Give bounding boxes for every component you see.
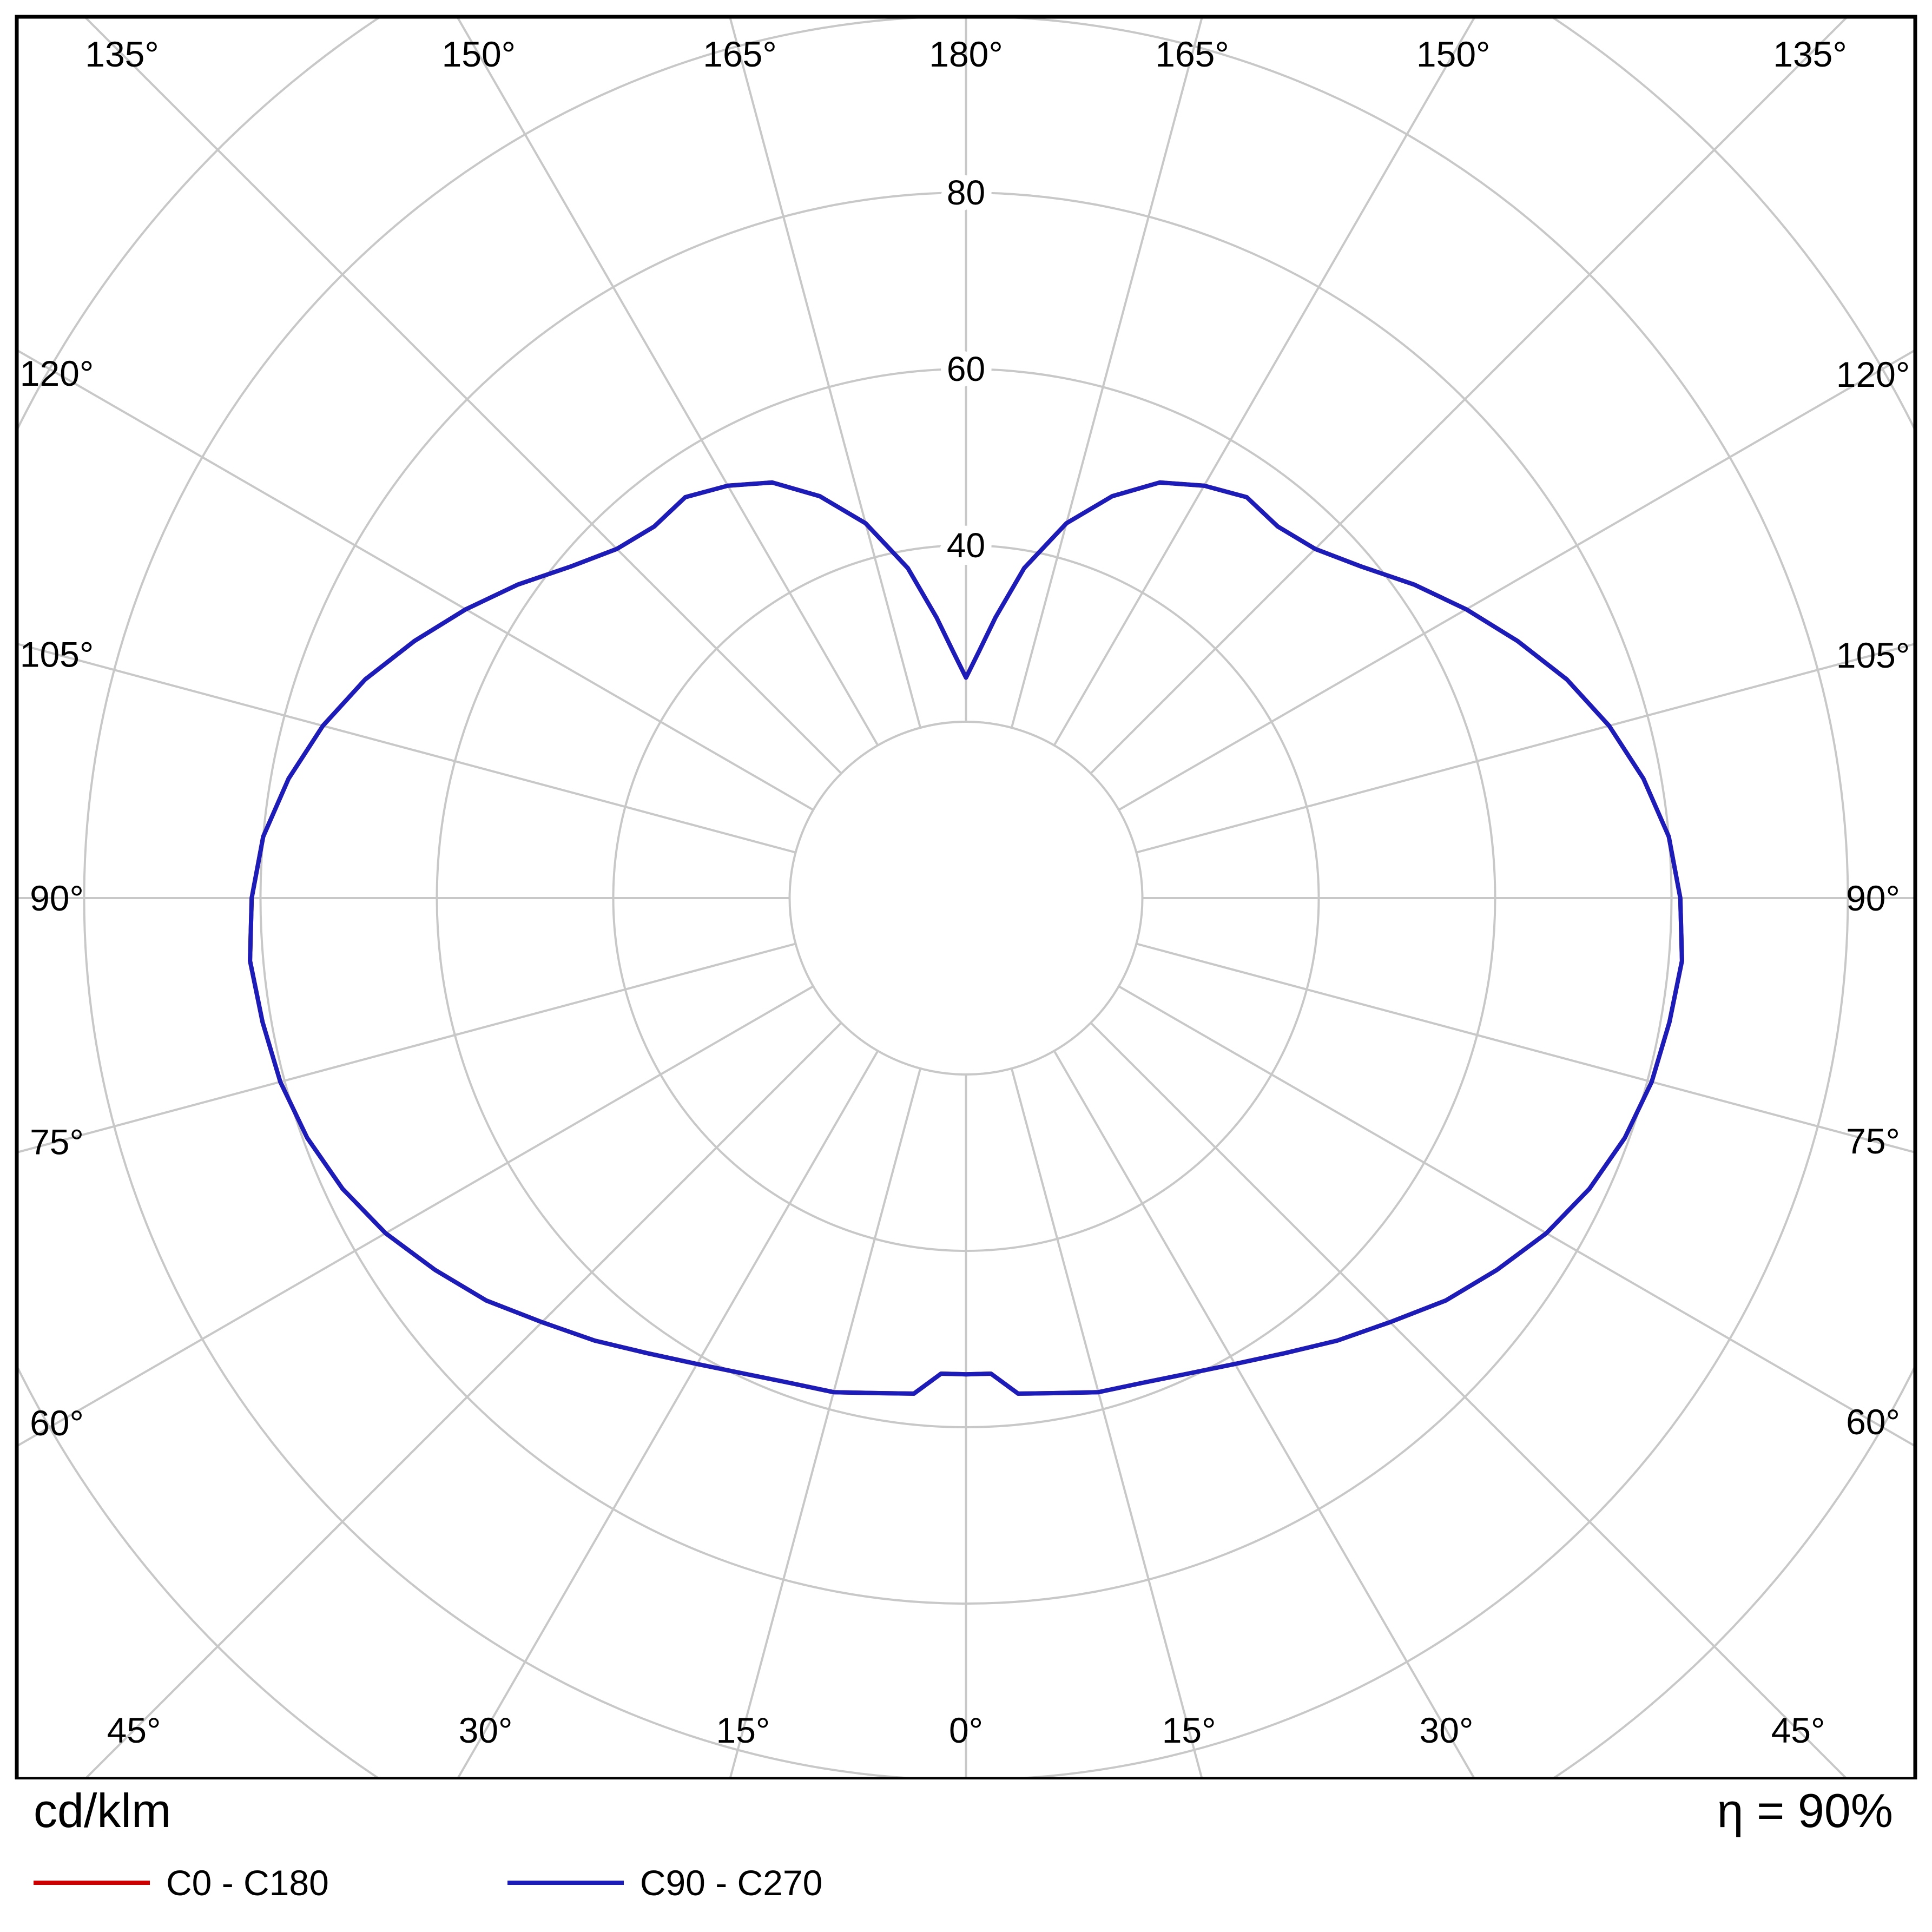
angle-label: 150° [1416,34,1491,74]
angle-label: 90° [1846,878,1900,918]
legend-swatch-c0-c180 [34,1881,150,1885]
polar-grid-spoke [1136,642,1915,854]
angle-label: 60° [1846,1402,1900,1442]
radial-tick-label: 60 [947,350,985,388]
polar-grid-spoke [1118,985,1915,1448]
radial-tick-label: 80 [947,173,985,212]
angle-label: 165° [1155,34,1229,74]
polar-grid-spoke [456,17,879,746]
polar-grid-spoke [729,1068,922,1779]
chart-footer: cd/klm η = 90% C0 - C180 C90 - C270 [0,1779,1932,1932]
polar-grid-spoke [1118,348,1915,811]
polar-grid-spoke [1090,1022,1849,1779]
legend-label-c90-c270: C90 - C270 [639,1863,823,1903]
polar-grid-spoke [1053,17,1476,746]
angle-label: 105° [1836,635,1910,675]
curve-c90-c270 [248,480,1684,1396]
polar-grid-spoke [1090,17,1849,774]
legend-swatch-c90-c270 [507,1881,624,1885]
polar-grid-spoke [1010,1068,1203,1779]
angle-label: 135° [1773,34,1847,74]
angle-label: 105° [20,635,94,675]
angle-label: 180° [929,34,1003,74]
polar-grid-circle [788,721,1144,1076]
polar-grid-spoke [17,642,796,854]
efficiency-label: η = 90% [1717,1784,1893,1837]
angle-label: 120° [20,353,94,393]
polar-grid-spoke [83,17,842,774]
polar-grid-spoke [83,1022,842,1779]
polar-grid-spoke [17,985,814,1448]
angle-label: 45° [1771,1710,1825,1750]
polar-grid-spoke [728,17,922,728]
polar-grid-spoke [1053,1050,1476,1779]
angle-label: 15° [1162,1710,1216,1750]
angle-label: 45° [107,1710,161,1750]
legend: C0 - C180 C90 - C270 [34,1865,1001,1901]
angle-label: 75° [1846,1121,1900,1161]
polar-grid-spoke [1136,942,1915,1154]
angle-label: 90° [30,878,84,918]
polar-grid-spoke [1010,17,1204,728]
angle-label: 165° [703,34,777,74]
radial-tick-label: 40 [947,526,985,565]
angle-label: 30° [459,1710,513,1750]
units-label: cd/klm [34,1784,172,1837]
angle-label: 0° [949,1710,983,1750]
angle-label: 30° [1420,1710,1474,1750]
chart-frame [15,15,1917,1781]
polar-grid-spoke [17,348,814,811]
angle-label: 60° [30,1403,84,1443]
angle-label: 120° [1836,354,1910,394]
angle-label: 150° [442,34,516,74]
angle-label: 15° [716,1710,770,1750]
angle-label: 135° [85,34,159,74]
polar-grid-spoke [17,942,796,1154]
polar-grid-spoke [456,1050,879,1779]
angle-label: 75° [30,1122,84,1162]
legend-label-c0-c180: C0 - C180 [166,1863,329,1903]
